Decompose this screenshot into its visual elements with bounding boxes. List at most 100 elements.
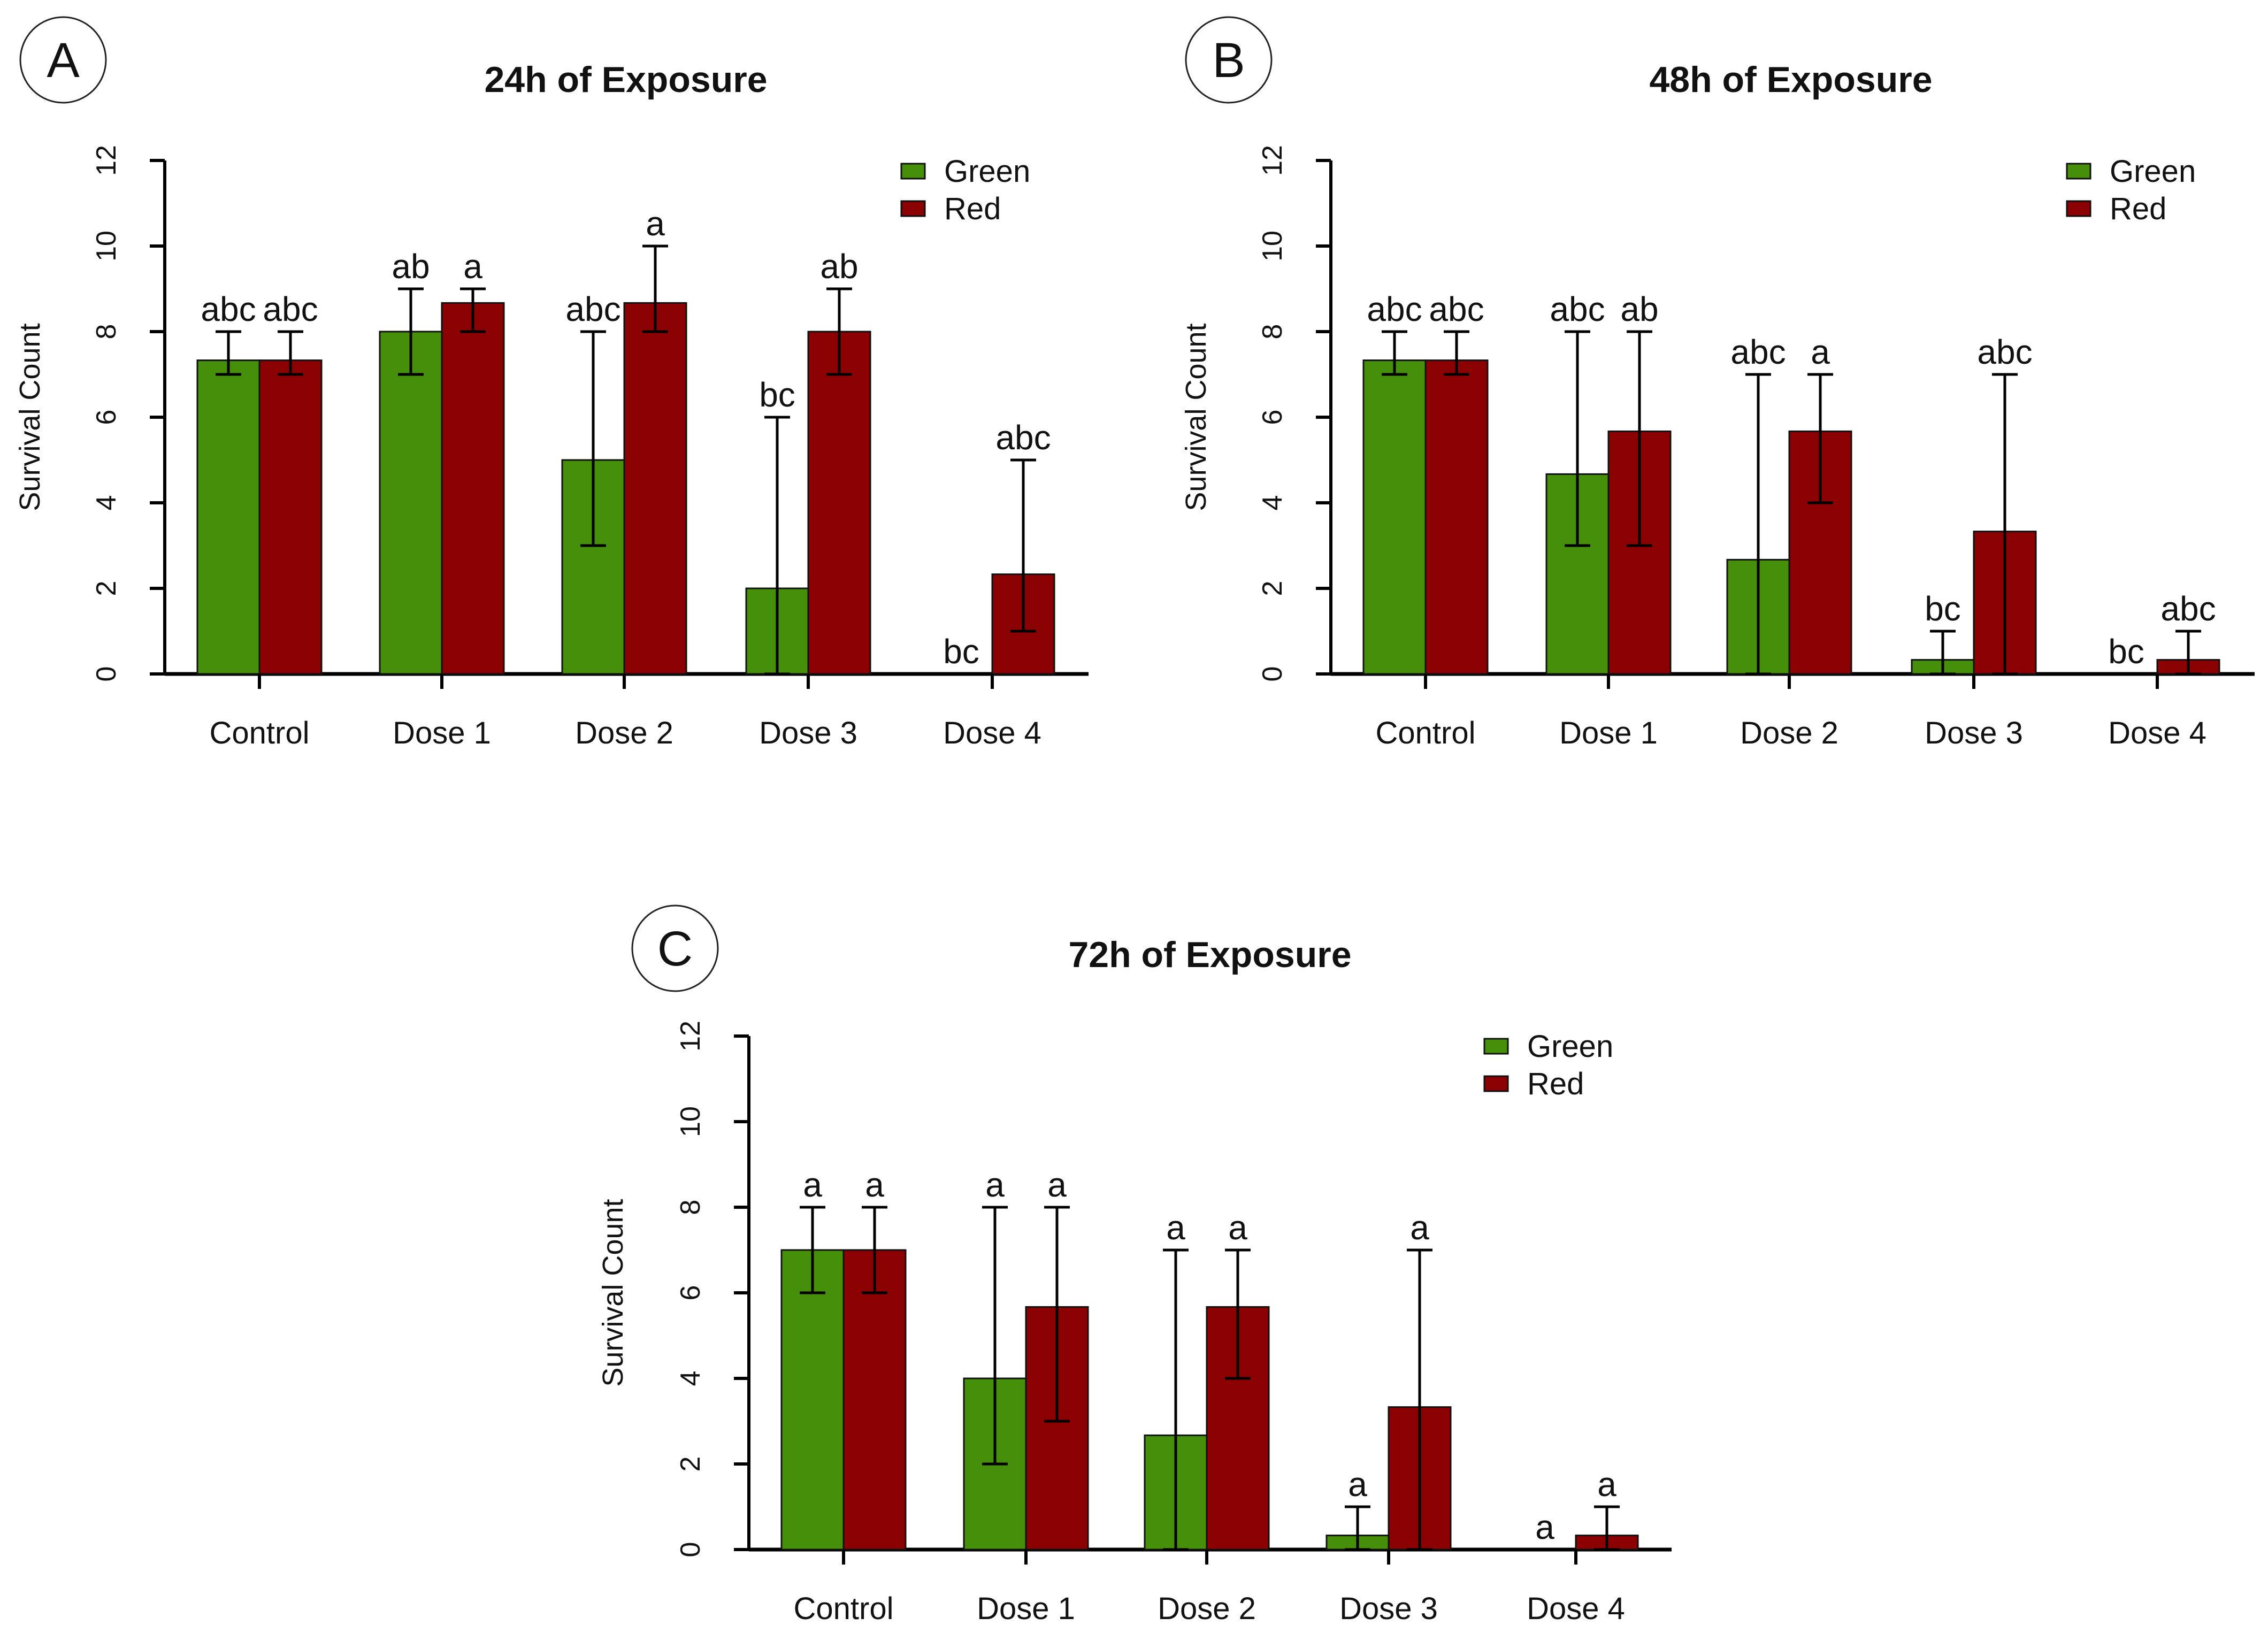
y-tick-label: 12: [675, 1021, 706, 1052]
significance-label: a: [646, 204, 665, 243]
significance-label: bc: [759, 375, 795, 414]
panel-letter-circle: [19, 16, 107, 104]
legend-swatch-red: [900, 200, 926, 217]
y-tick-label: 2: [1257, 581, 1288, 596]
bar-green: [780, 1249, 845, 1551]
y-tick-label: 12: [1257, 145, 1288, 176]
y-tick-label: 0: [1257, 666, 1288, 682]
y-tick-label: 2: [91, 581, 122, 596]
chart-panel-B: B 48h of Exposure 0 2 4 6 8 10 12 Survival Count a…: [1180, 16, 2255, 750]
legend-label: Red: [2110, 191, 2166, 226]
x-tick-label: Dose 1: [1559, 716, 1658, 750]
x-tick-label: Dose 4: [1527, 1591, 1625, 1626]
significance-label: ab: [1620, 290, 1658, 328]
x-tick-label: Dose 4: [943, 716, 1041, 750]
x-tick-label: Dose 2: [575, 716, 673, 750]
x-tick-label: Dose 3: [759, 716, 857, 750]
bar-red: [441, 302, 505, 675]
x-tick-label: Dose 3: [1339, 1591, 1438, 1626]
x-tick-label: Control: [794, 1591, 894, 1626]
significance-label: abc: [1367, 290, 1422, 328]
significance-label: a: [1535, 1508, 1554, 1546]
bar-green: [196, 359, 260, 675]
y-tick-label: 8: [1257, 324, 1288, 340]
x-tick-label: Dose 2: [1740, 716, 1838, 750]
significance-label: a: [463, 247, 482, 286]
y-tick-label: 10: [1257, 231, 1288, 262]
legend-label: Green: [1527, 1029, 1613, 1064]
significance-label: abc: [565, 290, 620, 328]
y-tick-label: 8: [91, 324, 122, 340]
bar-red: [1424, 359, 1489, 675]
bar-red: [258, 359, 323, 675]
significance-label: a: [1166, 1208, 1185, 1247]
panel-letter: B: [1212, 33, 1245, 88]
significance-label: a: [1597, 1465, 1616, 1504]
legend-swatch-green: [2066, 163, 2091, 180]
legend-label: Green: [944, 154, 1030, 189]
significance-label: a: [1228, 1208, 1247, 1247]
x-tick-label: Dose 4: [2108, 716, 2206, 750]
y-tick-label: 0: [675, 1542, 706, 1558]
y-tick-label: 6: [675, 1285, 706, 1301]
significance-label: a: [1348, 1465, 1367, 1504]
significance-label: abc: [1429, 290, 1484, 328]
x-tick-label: Dose 2: [1158, 1591, 1256, 1626]
significance-label: abc: [1730, 333, 1786, 371]
y-tick-label: 4: [1257, 495, 1288, 511]
y-tick-label: 4: [675, 1371, 706, 1386]
y-tick-label: 4: [91, 495, 122, 511]
y-axis-label: Survival Count: [14, 323, 46, 511]
y-tick-label: 6: [91, 410, 122, 425]
chart-title: 48h of Exposure: [1649, 59, 1932, 100]
significance-label: abc: [201, 290, 256, 328]
x-tick-label: Dose 1: [977, 1591, 1075, 1626]
significance-label: abc: [1550, 290, 1605, 328]
significance-label: a: [1410, 1208, 1429, 1247]
panel-letter: C: [657, 922, 693, 976]
x-tick-label: Control: [1376, 716, 1476, 750]
significance-label: a: [865, 1166, 884, 1204]
panel-letter: A: [47, 33, 80, 88]
bar-green: [1362, 359, 1427, 675]
y-tick-label: 10: [675, 1106, 706, 1137]
legend-swatch-red: [2066, 200, 2091, 217]
significance-label: bc: [943, 632, 979, 671]
chart-title: 72h of Exposure: [1068, 934, 1351, 975]
x-tick-label: Dose 1: [393, 716, 491, 750]
y-tick-label: 10: [91, 231, 122, 262]
y-tick-label: 12: [91, 145, 122, 176]
bar-green: [379, 331, 443, 675]
legend-swatch-green: [900, 163, 926, 180]
significance-label: ab: [820, 247, 858, 286]
significance-label: abc: [1977, 333, 2032, 371]
chart-panel-C: C 72h of Exposure 0 2 4 6 8 10 12 Survival Count a…: [597, 904, 1672, 1626]
chart-title: 24h of Exposure: [484, 59, 767, 100]
significance-label: bc: [2108, 632, 2144, 671]
panel-letter-circle: [1185, 16, 1273, 104]
legend-label: Red: [944, 191, 1001, 226]
y-tick-label: 2: [675, 1456, 706, 1472]
chart-panel-A: A 24h of Exposure 0 2 4 6 8 10 12 Survival Count a…: [14, 16, 1089, 750]
significance-label: a: [1047, 1166, 1067, 1204]
y-tick-label: 6: [1257, 410, 1288, 425]
panel-letter-circle: [631, 904, 719, 992]
x-tick-label: Control: [210, 716, 310, 750]
y-tick-label: 0: [91, 666, 122, 682]
significance-label: a: [1811, 333, 1830, 371]
legend-label: Red: [1527, 1067, 1584, 1101]
significance-label: a: [803, 1166, 822, 1204]
significance-label: abc: [2160, 589, 2216, 628]
bar-red: [842, 1249, 907, 1551]
legend-swatch-red: [1483, 1075, 1509, 1092]
significance-label: ab: [392, 247, 430, 286]
legend-swatch-green: [1483, 1038, 1509, 1055]
bar-red: [623, 302, 687, 675]
significance-label: bc: [1925, 589, 1961, 628]
y-tick-label: 8: [675, 1200, 706, 1215]
significance-label: abc: [995, 418, 1051, 457]
legend-label: Green: [2110, 154, 2196, 189]
significance-label: a: [985, 1166, 1005, 1204]
y-axis-label: Survival Count: [1180, 323, 1212, 511]
